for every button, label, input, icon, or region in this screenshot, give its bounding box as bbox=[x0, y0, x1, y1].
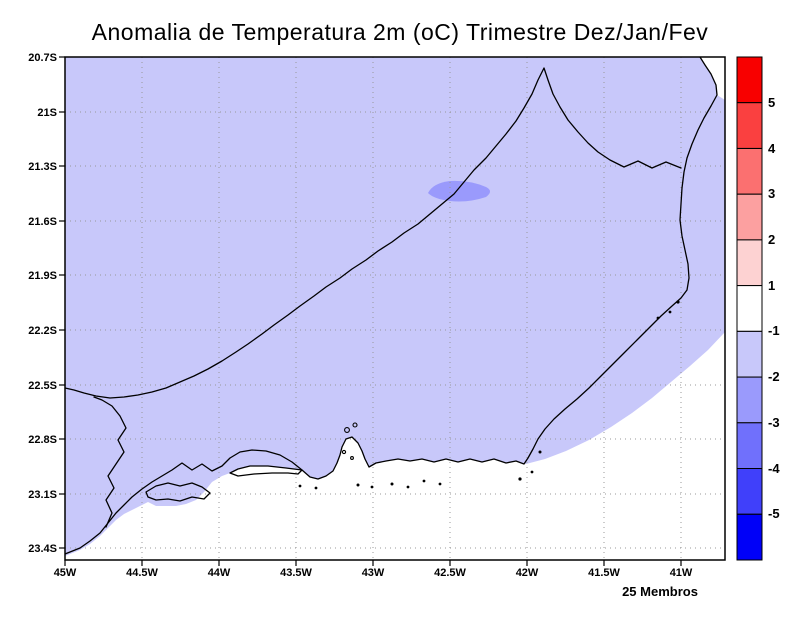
colorbar-segment bbox=[736, 285, 763, 332]
colorbar: 5 4 3 2 1 -1 -2 -3 -4 -5 bbox=[736, 56, 780, 561]
colorbar-segment bbox=[736, 376, 763, 424]
sandbar-path bbox=[229, 465, 303, 477]
y-tick-label: 22.8S bbox=[28, 434, 57, 446]
x-tick-label: 44.5W bbox=[126, 567, 158, 579]
bay-islets bbox=[341, 422, 358, 460]
x-tick-label: 42.5W bbox=[434, 567, 466, 579]
colorbar-segment bbox=[736, 148, 763, 195]
y-tick-label: 21.9S bbox=[28, 270, 57, 282]
y-axis-ticks bbox=[59, 56, 65, 549]
y-tick-label: 21.6S bbox=[28, 216, 57, 228]
colorbar-segment bbox=[736, 102, 763, 149]
shaded-anomaly-field bbox=[65, 57, 725, 556]
y-axis-labels: 20.7S 21S 21.3S 21.6S 21.9S 22.2S 22.5S … bbox=[28, 52, 57, 555]
y-tick-label: 22.2S bbox=[28, 325, 57, 337]
y-tick-label: 23.4S bbox=[28, 543, 57, 555]
colorbar-tick-label: 1 bbox=[768, 278, 775, 293]
grid bbox=[65, 57, 725, 560]
state-border-north-path bbox=[65, 67, 682, 399]
chart-title: Anomalia de Temperatura 2m (oC) Trimestr… bbox=[92, 19, 709, 45]
map-outlines bbox=[65, 57, 718, 555]
colorbar-tick-label: -4 bbox=[768, 461, 780, 476]
anomaly-band-region bbox=[65, 57, 725, 556]
x-tick-label: 45W bbox=[54, 567, 77, 579]
x-tick-label: 43W bbox=[362, 567, 385, 579]
colorbar-tick-label: -1 bbox=[768, 323, 780, 338]
island-outline bbox=[145, 482, 211, 502]
colorbar-tick-label: 3 bbox=[768, 186, 775, 201]
colorbar-segment bbox=[736, 239, 763, 287]
x-tick-label: 41.5W bbox=[588, 567, 620, 579]
colorbar-tick-label: 2 bbox=[768, 232, 775, 247]
colorbar-segment bbox=[736, 193, 763, 241]
y-tick-label: 20.7S bbox=[28, 52, 57, 64]
colorbar-segment bbox=[736, 513, 763, 561]
colorbar-tick-label: -2 bbox=[768, 369, 780, 384]
state-border-west-path bbox=[93, 396, 127, 528]
colorbar-tick-label: -3 bbox=[768, 415, 780, 430]
offshore-islets bbox=[298, 300, 680, 490]
colorbar-tick-label: -5 bbox=[768, 506, 780, 521]
colorbar-segment bbox=[736, 468, 763, 515]
y-tick-label: 23.1S bbox=[28, 489, 57, 501]
colorbar-segment bbox=[736, 422, 763, 469]
x-axis-ticks bbox=[64, 560, 682, 566]
anomaly-patch bbox=[428, 180, 490, 202]
x-tick-label: 41W bbox=[670, 567, 693, 579]
x-tick-label: 44W bbox=[208, 567, 231, 579]
colorbar-tick-label: 5 bbox=[768, 95, 775, 110]
x-axis-labels: 45W 44.5W 44W 43.5W 43W 42.5W 42W 41.5W … bbox=[54, 567, 693, 579]
colorbar-segment bbox=[736, 330, 763, 378]
colorbar-segment bbox=[736, 56, 763, 104]
y-tick-label: 21S bbox=[37, 107, 57, 119]
y-tick-label: 21.3S bbox=[28, 161, 57, 173]
coastline-path bbox=[65, 57, 718, 555]
y-tick-label: 22.5S bbox=[28, 380, 57, 392]
x-tick-label: 42W bbox=[516, 567, 539, 579]
plot-frame bbox=[64, 56, 726, 561]
members-annotation: 25 Membros bbox=[622, 584, 698, 599]
x-tick-label: 43.5W bbox=[280, 567, 312, 579]
colorbar-tick-label: 4 bbox=[768, 141, 776, 156]
